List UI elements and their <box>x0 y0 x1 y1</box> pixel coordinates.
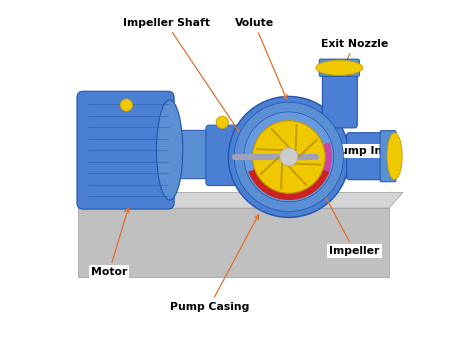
Text: Motor: Motor <box>91 208 129 277</box>
FancyBboxPatch shape <box>380 130 396 182</box>
FancyBboxPatch shape <box>319 59 359 76</box>
Text: Impeller Shaft: Impeller Shaft <box>123 18 251 150</box>
FancyBboxPatch shape <box>206 125 239 186</box>
Circle shape <box>234 102 344 212</box>
Ellipse shape <box>316 60 363 75</box>
FancyBboxPatch shape <box>78 208 389 277</box>
Circle shape <box>253 121 325 193</box>
FancyBboxPatch shape <box>322 69 357 128</box>
Circle shape <box>216 116 228 129</box>
Text: Pump Casing: Pump Casing <box>170 215 258 312</box>
FancyBboxPatch shape <box>77 91 174 209</box>
Text: Impeller: Impeller <box>316 178 380 256</box>
Circle shape <box>280 148 298 166</box>
Ellipse shape <box>156 100 183 200</box>
Text: Pump Inlet: Pump Inlet <box>332 146 398 156</box>
Polygon shape <box>78 193 403 208</box>
Wedge shape <box>248 168 329 200</box>
Text: Volute: Volute <box>235 18 287 99</box>
FancyBboxPatch shape <box>166 130 213 179</box>
Wedge shape <box>320 142 332 172</box>
FancyBboxPatch shape <box>346 133 385 180</box>
Circle shape <box>228 96 349 217</box>
Circle shape <box>244 112 334 202</box>
Text: Exit Nozzle: Exit Nozzle <box>321 39 388 68</box>
Ellipse shape <box>387 133 402 180</box>
Circle shape <box>120 99 133 111</box>
